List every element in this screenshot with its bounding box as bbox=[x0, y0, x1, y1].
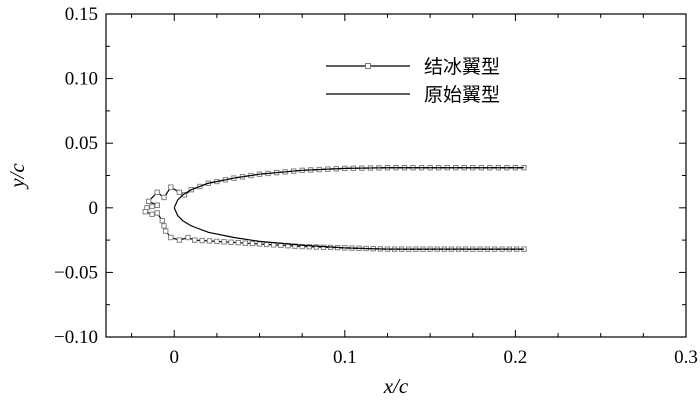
series-1-point bbox=[142, 209, 148, 215]
x-tick-label: 0 bbox=[169, 347, 179, 368]
series-1-point bbox=[242, 240, 248, 246]
series-1-point bbox=[299, 243, 305, 250]
legend-marker-1 bbox=[365, 63, 371, 69]
series-1-point bbox=[263, 241, 270, 248]
series-1-point bbox=[228, 239, 234, 245]
y-tick-label: −0.10 bbox=[54, 327, 98, 348]
y-tick-label: 0.10 bbox=[65, 69, 98, 90]
series-1-point bbox=[192, 237, 198, 243]
series-1-point bbox=[154, 202, 160, 208]
x-axis-label: x/c bbox=[383, 374, 409, 398]
series-1-point bbox=[149, 211, 155, 217]
series-1-point bbox=[185, 234, 191, 241]
series-1-point bbox=[292, 243, 298, 249]
plot-frame bbox=[105, 13, 687, 338]
series-2-lower-line bbox=[173, 207, 524, 250]
y-axis-label: y/c bbox=[5, 163, 29, 190]
y-tick-label: 0.15 bbox=[65, 4, 98, 25]
series-1-point bbox=[313, 244, 320, 250]
legend-label-2: 原始翼型 bbox=[424, 84, 500, 106]
series-1-point bbox=[235, 240, 241, 246]
series-1-point bbox=[161, 223, 167, 229]
legend-label-1: 结冰翼型 bbox=[424, 56, 500, 78]
x-tick-label: 0.3 bbox=[674, 347, 698, 368]
series-1-point bbox=[163, 228, 169, 234]
series-1-point bbox=[176, 189, 183, 195]
y-tick-label: 0.05 bbox=[65, 133, 98, 154]
x-tick-label: 0.1 bbox=[333, 347, 357, 368]
series-1-point bbox=[256, 241, 263, 247]
series-1-point bbox=[206, 238, 213, 244]
y-tick-label: −0.05 bbox=[54, 262, 98, 283]
series-1-point bbox=[149, 203, 155, 210]
series-1-upper-line bbox=[147, 167, 524, 206]
series-1-point bbox=[145, 198, 152, 204]
plot-area bbox=[142, 165, 527, 252]
series-2-upper-line bbox=[173, 167, 524, 209]
series-1-point bbox=[168, 184, 174, 190]
series-1-point bbox=[154, 189, 160, 195]
series-1-point bbox=[161, 194, 167, 201]
series-1-point bbox=[221, 239, 227, 245]
series-1-point bbox=[176, 237, 183, 243]
series-1-point bbox=[154, 210, 160, 216]
series-1-point bbox=[199, 237, 205, 244]
y-tick-label: 0 bbox=[89, 198, 99, 219]
series-1-point bbox=[159, 218, 165, 224]
x-tick-label: 0.2 bbox=[504, 347, 528, 368]
series-1-point bbox=[306, 244, 312, 250]
series-1-point bbox=[249, 240, 256, 247]
series-1-point bbox=[168, 234, 174, 241]
axes: 0 0.1 0.2 0.3 −0.10 −0.05 0 0.05 0.10 0.15 bbox=[54, 4, 698, 368]
series-1-point bbox=[214, 238, 220, 245]
